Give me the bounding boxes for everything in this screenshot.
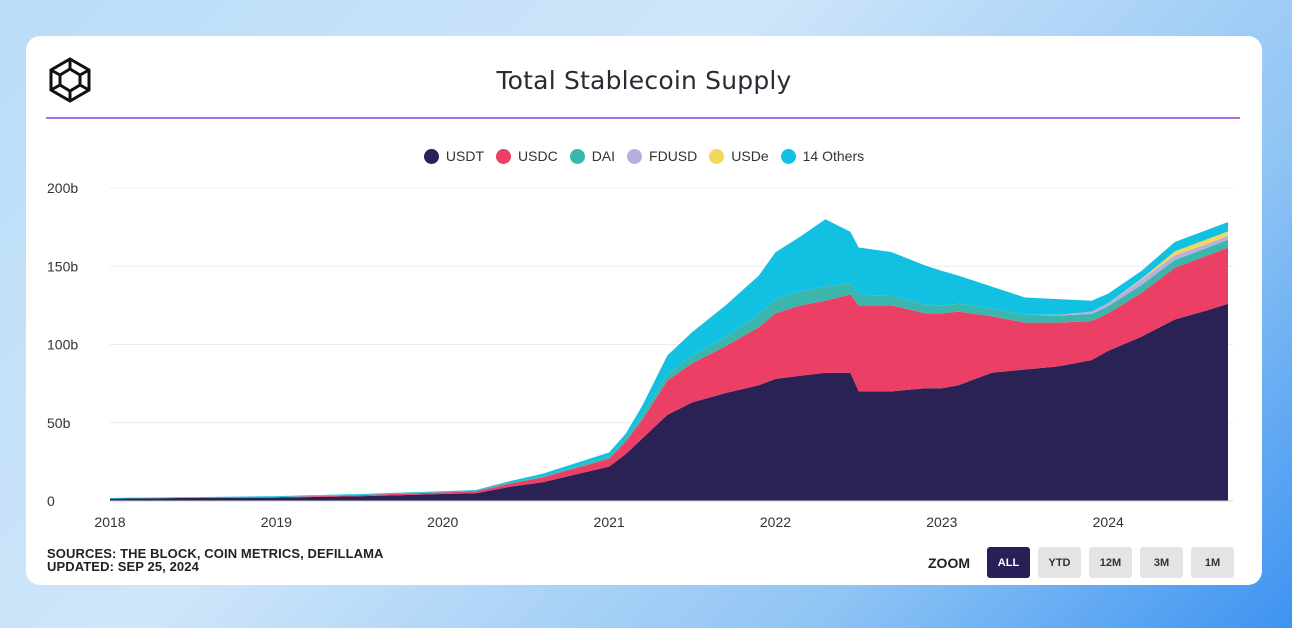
x-tick-label: 2020 [427, 514, 458, 530]
legend-label-others: 14 Others [802, 148, 865, 164]
legend-item-others[interactable]: 14 Others [780, 148, 865, 164]
x-tick-label: 2018 [94, 514, 125, 530]
zoom-12m-button[interactable]: 12M [1089, 547, 1132, 578]
legend-item-dai[interactable]: DAI [569, 148, 616, 164]
title-divider [46, 117, 1240, 119]
legend-label-usdc: USDC [518, 148, 558, 164]
the-block-logo-icon [49, 57, 91, 103]
legend-dot-usde [709, 148, 725, 164]
y-tick-label: 150b [47, 258, 78, 274]
legend-item-fdusd[interactable]: FDUSD [627, 148, 697, 164]
x-tick-label: 2022 [760, 514, 791, 530]
legend-dot-dai [569, 148, 585, 164]
zoom-all-button[interactable]: ALL [987, 547, 1030, 578]
chart-legend: USDT USDC DAI FDUSD USDe 14 Others [26, 148, 1262, 164]
legend-dot-usdc [496, 148, 512, 164]
zoom-controls: ZOOM ALL YTD 12M 3M 1M [928, 547, 1234, 578]
legend-label-usde: USDe [731, 148, 769, 164]
x-tick-label: 2023 [926, 514, 957, 530]
zoom-ytd-button[interactable]: YTD [1038, 547, 1081, 578]
y-tick-label: 0 [47, 493, 55, 509]
zoom-label: ZOOM [928, 554, 970, 571]
zoom-1m-button[interactable]: 1M [1191, 547, 1234, 578]
legend-label-fdusd: FDUSD [649, 148, 698, 164]
legend-item-usdt[interactable]: USDT [423, 148, 485, 164]
chart-sources: SOURCES: THE BLOCK, COIN METRICS, DEFILL… [47, 547, 384, 573]
updated-line: UPDATED: SEP 25, 2024 [47, 559, 199, 574]
legend-item-usdc[interactable]: USDC [496, 148, 558, 164]
area-series-usdt [110, 303, 1228, 501]
y-tick-label: 100b [47, 337, 78, 353]
legend-label-usdt: USDT [445, 148, 485, 164]
x-tick-label: 2024 [1093, 514, 1124, 530]
legend-dot-fdusd [627, 148, 643, 164]
x-tick-label: 2021 [594, 514, 625, 530]
legend-label-dai: DAI [591, 148, 616, 164]
y-tick-label: 50b [47, 415, 71, 431]
chart-title: Total Stablecoin Supply [496, 66, 792, 95]
legend-dot-usdt [423, 148, 439, 164]
zoom-3m-button[interactable]: 3M [1140, 547, 1183, 578]
y-tick-label: 200b [47, 180, 78, 196]
sources-line: SOURCES: THE BLOCK, COIN METRICS, DEFILL… [47, 546, 384, 561]
chart-card: Total Stablecoin Supply USDT USDC DAI FD… [26, 36, 1262, 585]
legend-dot-others [780, 148, 796, 164]
stacked-area-chart: 0 50b 100b 150b 200b 2018 2019 2020 2021 2022 2023… [47, 180, 1233, 530]
area-series-14-others [110, 219, 1228, 499]
legend-item-usde[interactable]: USDe [709, 148, 769, 164]
x-tick-label: 2019 [261, 514, 292, 530]
